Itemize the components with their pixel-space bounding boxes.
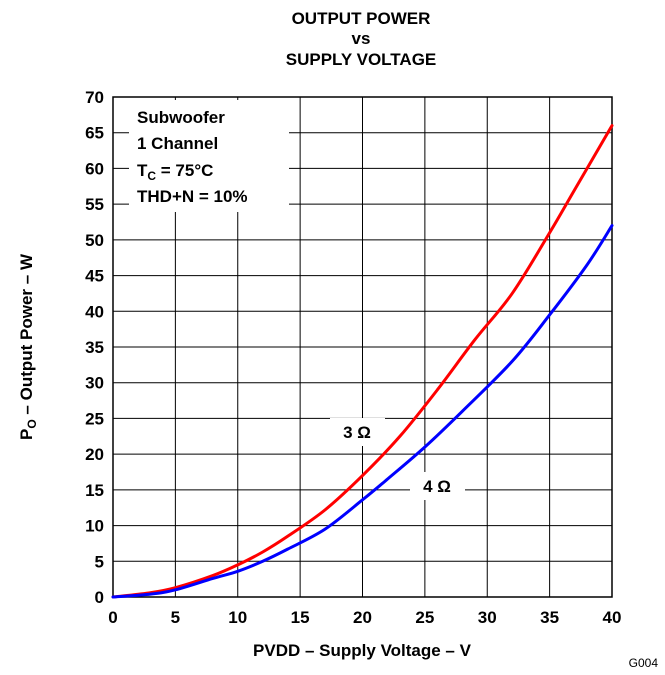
series-line-3ohm (111, 124, 614, 599)
annotation-line-2: 1 Channel (137, 134, 218, 153)
y-tick-label: 35 (85, 338, 104, 357)
x-tick-label: 25 (415, 608, 434, 627)
y-tick-label: 65 (85, 124, 104, 143)
annotation-line-4: THD+N = 10% (137, 187, 248, 206)
y-tick-label: 10 (85, 517, 104, 536)
y-tick-label: 55 (85, 195, 104, 214)
y-tick-label: 5 (95, 552, 104, 571)
grid (112, 96, 613, 598)
series-line-4ohm (111, 224, 614, 599)
y-tick-label: 20 (85, 445, 104, 464)
annotation-line-1: Subwoofer (137, 108, 225, 127)
series-label-3ohm-bg (330, 418, 385, 446)
y-tick-label: 30 (85, 374, 104, 393)
x-tick-label: 0 (108, 608, 117, 627)
series-label-4ohm: 4 Ω (423, 477, 451, 496)
y-axis-label: PO – Output Power – W (17, 253, 39, 440)
y-tick-label: 0 (95, 588, 104, 607)
series-label-3ohm: 3 Ω (343, 423, 371, 442)
annotation-line-3: TC = 75°C (137, 161, 213, 183)
plot-frame (112, 96, 613, 598)
tick-labels: 0 5 10 15 20 25 30 35 40 0 5 10 15 20 25 30 35 40 45 50 55 60… (85, 88, 621, 627)
series-lines (111, 124, 614, 599)
y-tick-label: 45 (85, 267, 104, 286)
x-tick-label: 40 (603, 608, 622, 627)
x-tick-label: 30 (478, 608, 497, 627)
x-tick-label: 5 (171, 608, 180, 627)
y-tick-label: 60 (85, 159, 104, 178)
y-tick-label: 40 (85, 302, 104, 321)
chart-title-line-1: OUTPUT POWER (292, 9, 431, 28)
x-tick-label: 10 (228, 608, 247, 627)
figure-id: G004 (629, 656, 659, 670)
x-axis-label: PVDD – Supply Voltage – V (253, 641, 472, 660)
x-tick-label: 35 (540, 608, 559, 627)
chart-title-line-2: vs (352, 29, 371, 48)
y-tick-label: 50 (85, 231, 104, 250)
x-tick-label: 15 (291, 608, 310, 627)
annotation-box (129, 100, 289, 212)
y-tick-label: 70 (85, 88, 104, 107)
y-tick-label: 15 (85, 481, 104, 500)
chart-title-line-3: SUPPLY VOLTAGE (286, 50, 437, 69)
y-tick-label: 25 (85, 409, 104, 428)
x-tick-label: 20 (353, 608, 372, 627)
series-label-4ohm-bg (410, 472, 465, 500)
